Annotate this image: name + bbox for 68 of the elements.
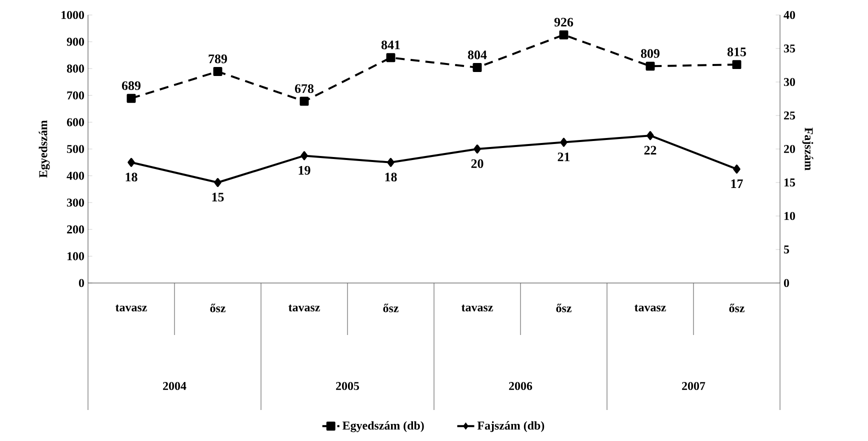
x-tick-label: tavasz	[116, 304, 147, 312]
data-label: 809	[640, 49, 660, 58]
point	[213, 67, 222, 76]
data-label: 804	[468, 50, 487, 60]
data-label: 789	[208, 54, 228, 64]
y-tick-label: 800	[66, 64, 84, 73]
y-tick-label: 100	[68, 252, 84, 260]
x-tick-label: tavasz	[462, 304, 493, 312]
legend-label: Egyedszám (db)	[342, 421, 424, 432]
point	[128, 158, 135, 167]
point	[472, 63, 482, 72]
data-label: 15	[212, 192, 224, 202]
point	[126, 94, 136, 103]
y2-tick-label: 25	[784, 111, 796, 120]
y-tick-label: 400	[66, 172, 84, 180]
point	[733, 164, 740, 174]
y2-tick-label: 10	[784, 212, 796, 220]
y-axis-title: Egyedszám	[38, 120, 50, 178]
x-tick-label: ősz	[729, 304, 744, 312]
point	[474, 144, 481, 154]
x-tick-label: ősz	[383, 304, 398, 312]
x-tick-label: tavasz	[288, 304, 320, 312]
y2-tick-label: 40	[784, 10, 796, 20]
point	[300, 96, 309, 106]
y2-tick-label: 15	[784, 178, 796, 186]
y2-tick-label: 30	[784, 78, 796, 86]
point	[646, 62, 655, 71]
point	[560, 138, 568, 147]
data-label: 18	[126, 172, 138, 182]
point	[214, 178, 222, 187]
text: 2007	[682, 382, 706, 390]
text: 2006	[509, 382, 532, 390]
x-tick-label: tavasz	[634, 304, 666, 312]
y2-tick-label: 0	[784, 278, 790, 288]
data-label: 678	[294, 84, 314, 93]
data-label: 21	[558, 152, 570, 162]
data-label: 841	[381, 40, 400, 50]
data-label: 18	[385, 172, 397, 182]
y-tick-label: 600	[66, 118, 84, 126]
text: 2005	[336, 382, 360, 390]
text: 2004	[163, 382, 186, 390]
y2-tick-label: 5	[784, 246, 790, 254]
y2-axis-title: Fajszám	[802, 128, 814, 170]
point	[646, 131, 654, 140]
data-label: 815	[727, 48, 746, 56]
y-tick-label: 0	[78, 278, 84, 288]
point	[559, 30, 568, 40]
data-label: 926	[554, 18, 574, 27]
data-label: 17	[731, 179, 743, 188]
x-tick-label: ősz	[556, 304, 572, 312]
y-tick-label: 500	[67, 144, 84, 154]
y-tick-label: 1000	[62, 10, 84, 20]
y2-tick-label: 20	[784, 144, 796, 154]
point	[732, 60, 742, 70]
x-tick-label: ősz	[210, 304, 226, 312]
data-label: 20	[471, 159, 484, 168]
legend-label: Fajszám (db)	[477, 421, 544, 432]
data-label: 22	[644, 146, 656, 154]
y-tick-label: 900	[66, 38, 84, 46]
y-tick-label: 300	[67, 198, 84, 207]
data-label: 19	[298, 166, 310, 175]
y2-tick-label: 35	[784, 44, 796, 53]
y-tick-label: 700	[67, 91, 84, 100]
y-tick-label: 200	[67, 225, 84, 234]
point	[387, 158, 394, 167]
point	[386, 53, 396, 62]
data-label: 689	[122, 81, 141, 90]
point	[300, 151, 308, 160]
